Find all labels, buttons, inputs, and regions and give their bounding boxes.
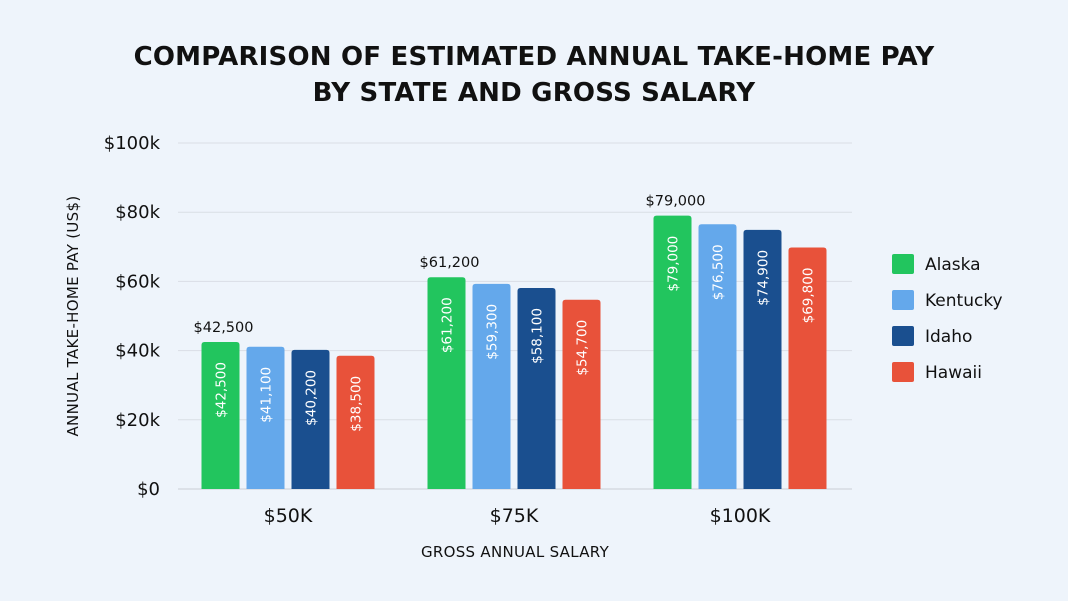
gridlines [178, 142, 852, 490]
y-axis-title: ANNUAL TAKE-HOME PAY (US$) [64, 196, 82, 437]
x-category-label: $50K [264, 505, 313, 527]
y-tick-label: $20k [115, 410, 160, 431]
bar-value-label: $38,500 [349, 376, 365, 432]
y-axis-ticks: $0 $20k $40k $60k $80k $100k [104, 133, 161, 500]
bar-hawaii-0 [336, 355, 375, 489]
y-tick-label: $40k [115, 341, 160, 362]
legend-swatch-hawaii [892, 362, 914, 382]
bar-idaho-1 [517, 287, 556, 489]
x-axis-title: GROSS ANNUAL SALARY [421, 543, 610, 561]
bar-value-label: $40,200 [304, 370, 320, 426]
y-tick-label: $0 [137, 479, 160, 500]
chart-title-line-1: COMPARISON OF ESTIMATED ANNUAL TAKE-HOME… [133, 42, 935, 72]
chart-title-line-2: BY STATE AND GROSS SALARY [312, 78, 756, 108]
legend-swatch-alaska [892, 254, 914, 274]
legend-label-hawaii: Hawaii [925, 363, 982, 383]
bar-value-label: $41,100 [259, 367, 275, 423]
bar-alaska-2 [653, 215, 692, 489]
bar-idaho-0 [291, 349, 330, 489]
bar-value-label: $74,900 [756, 250, 772, 306]
bar-kentucky-0 [246, 346, 285, 489]
bar-kentucky-2 [698, 224, 737, 489]
bar-kentucky-1 [472, 283, 511, 489]
x-category-label: $100K [710, 505, 771, 527]
bar-hawaii-2 [788, 247, 827, 489]
legend-label-kentucky: Kentucky [925, 291, 1003, 311]
y-tick-label: $100k [104, 133, 161, 154]
group-top-label: $79,000 [646, 194, 706, 210]
bar-value-label: $76,500 [711, 244, 727, 300]
y-tick-label: $80k [115, 202, 160, 223]
legend-swatch-idaho [892, 326, 914, 346]
group-top-label: $61,200 [420, 255, 480, 271]
bar-alaska-1 [427, 277, 466, 489]
bar-hawaii-1 [562, 299, 601, 489]
bar-value-label: $58,100 [530, 308, 546, 364]
bar-value-label: $54,700 [575, 320, 591, 376]
y-tick-label: $60k [115, 271, 160, 292]
bar-value-label: $61,200 [440, 297, 456, 353]
legend-label-alaska: Alaska [925, 255, 981, 275]
group-top-label: $42,500 [194, 320, 254, 336]
x-category-label: $75K [490, 505, 539, 527]
bar-value-label: $59,300 [485, 304, 501, 360]
legend-label-idaho: Idaho [925, 327, 972, 347]
bar-value-label: $79,000 [666, 236, 682, 292]
bar-value-label: $69,800 [801, 268, 817, 324]
bar-idaho-2 [743, 229, 782, 489]
legend: Alaska Kentucky Idaho Hawaii [892, 254, 1003, 383]
x-axis-categories: $50K $75K $100K [264, 505, 771, 527]
bar-value-label: $42,500 [214, 362, 230, 418]
bar-alaska-0 [201, 341, 240, 489]
bars: $42,500 $41,100 $40,200 $38,500 $42,500 $61,2… [194, 194, 827, 489]
legend-swatch-kentucky [892, 290, 914, 310]
